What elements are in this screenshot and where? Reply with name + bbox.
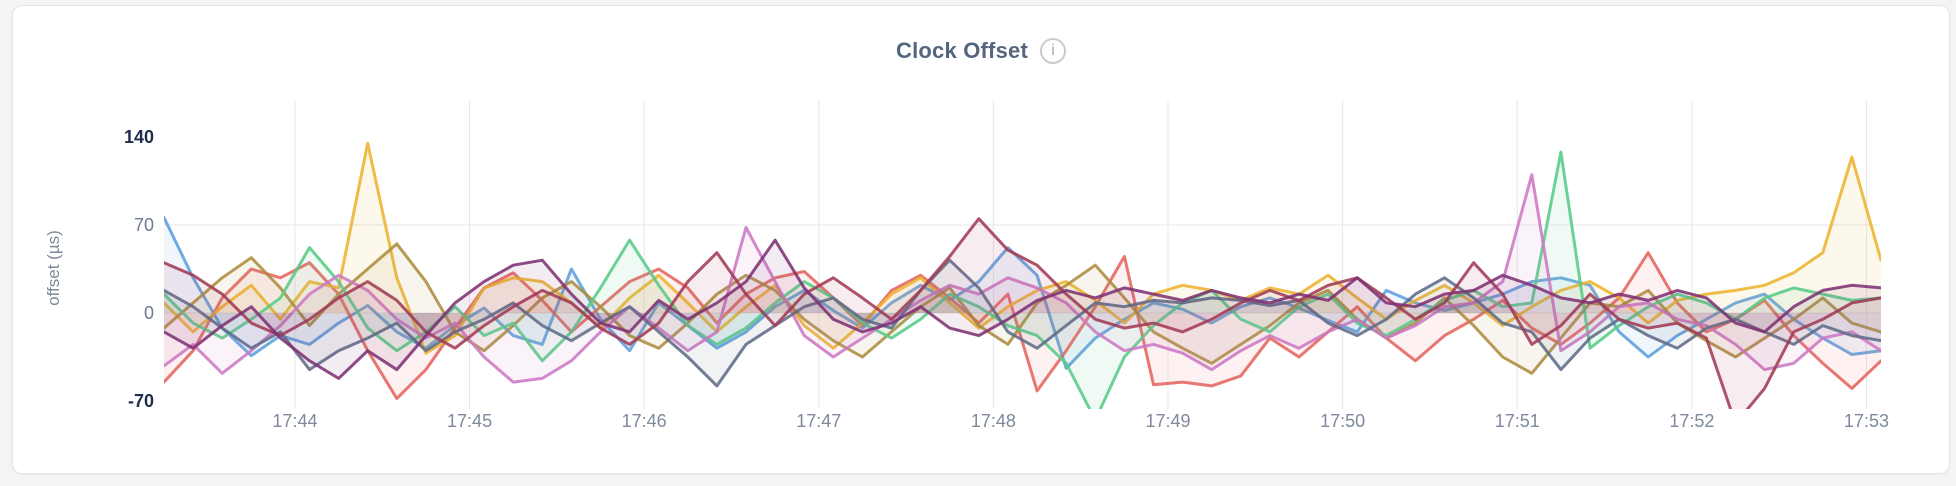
chart-title: Clock Offset [896,38,1028,63]
x-tick-label: 17:52 [1669,411,1714,431]
x-tick-label: 17:53 [1844,411,1889,431]
series-line-purple [164,238,1881,380]
info-icon[interactable]: i [1039,38,1066,64]
x-tick-label: 17:50 [1320,411,1365,431]
series-line-slate [164,258,1881,388]
x-tick-label: 17:51 [1495,411,1540,431]
x-tick-label: 17:44 [272,411,317,431]
series-line-maroon [164,217,1881,409]
x-tick-label: 17:49 [1145,411,1190,431]
series-line-khaki [164,242,1881,375]
series-area-purple [164,240,1881,379]
series-line-gold [164,141,1881,355]
y-axis-title: offset (µs) [44,230,63,306]
series-area-orchid [164,174,1881,383]
plot-area[interactable] [164,141,1881,423]
chart-header: Clock Offset i [13,6,1949,82]
info-icon-glyph: i [1051,42,1055,59]
x-tick-label: 17:45 [447,411,492,431]
clock-offset-chart[interactable]: offset (µs) 17:44 17:45 17:46 17:47 17:48 17:… [13,6,1949,473]
series-line-orchid [164,173,1881,384]
series-area-gold [164,143,1881,354]
x-tick-label: 17:46 [622,411,667,431]
x-tick-label: 17:48 [971,411,1016,431]
series-area-maroon [164,218,1881,409]
chart-card: Clock Offset i offset (µs) 17:44 17:45 17:… [12,5,1950,474]
x-tick-label: 17:47 [796,411,841,431]
series-area-blue [164,217,1881,369]
y-tick-label: 0 [144,303,154,323]
y-tick-label: -70 [128,391,154,411]
series-line-green [164,150,1881,409]
series-line-blue [164,216,1881,370]
y-tick-label: 70 [134,215,154,235]
y-tick-label: 140 [124,127,154,147]
